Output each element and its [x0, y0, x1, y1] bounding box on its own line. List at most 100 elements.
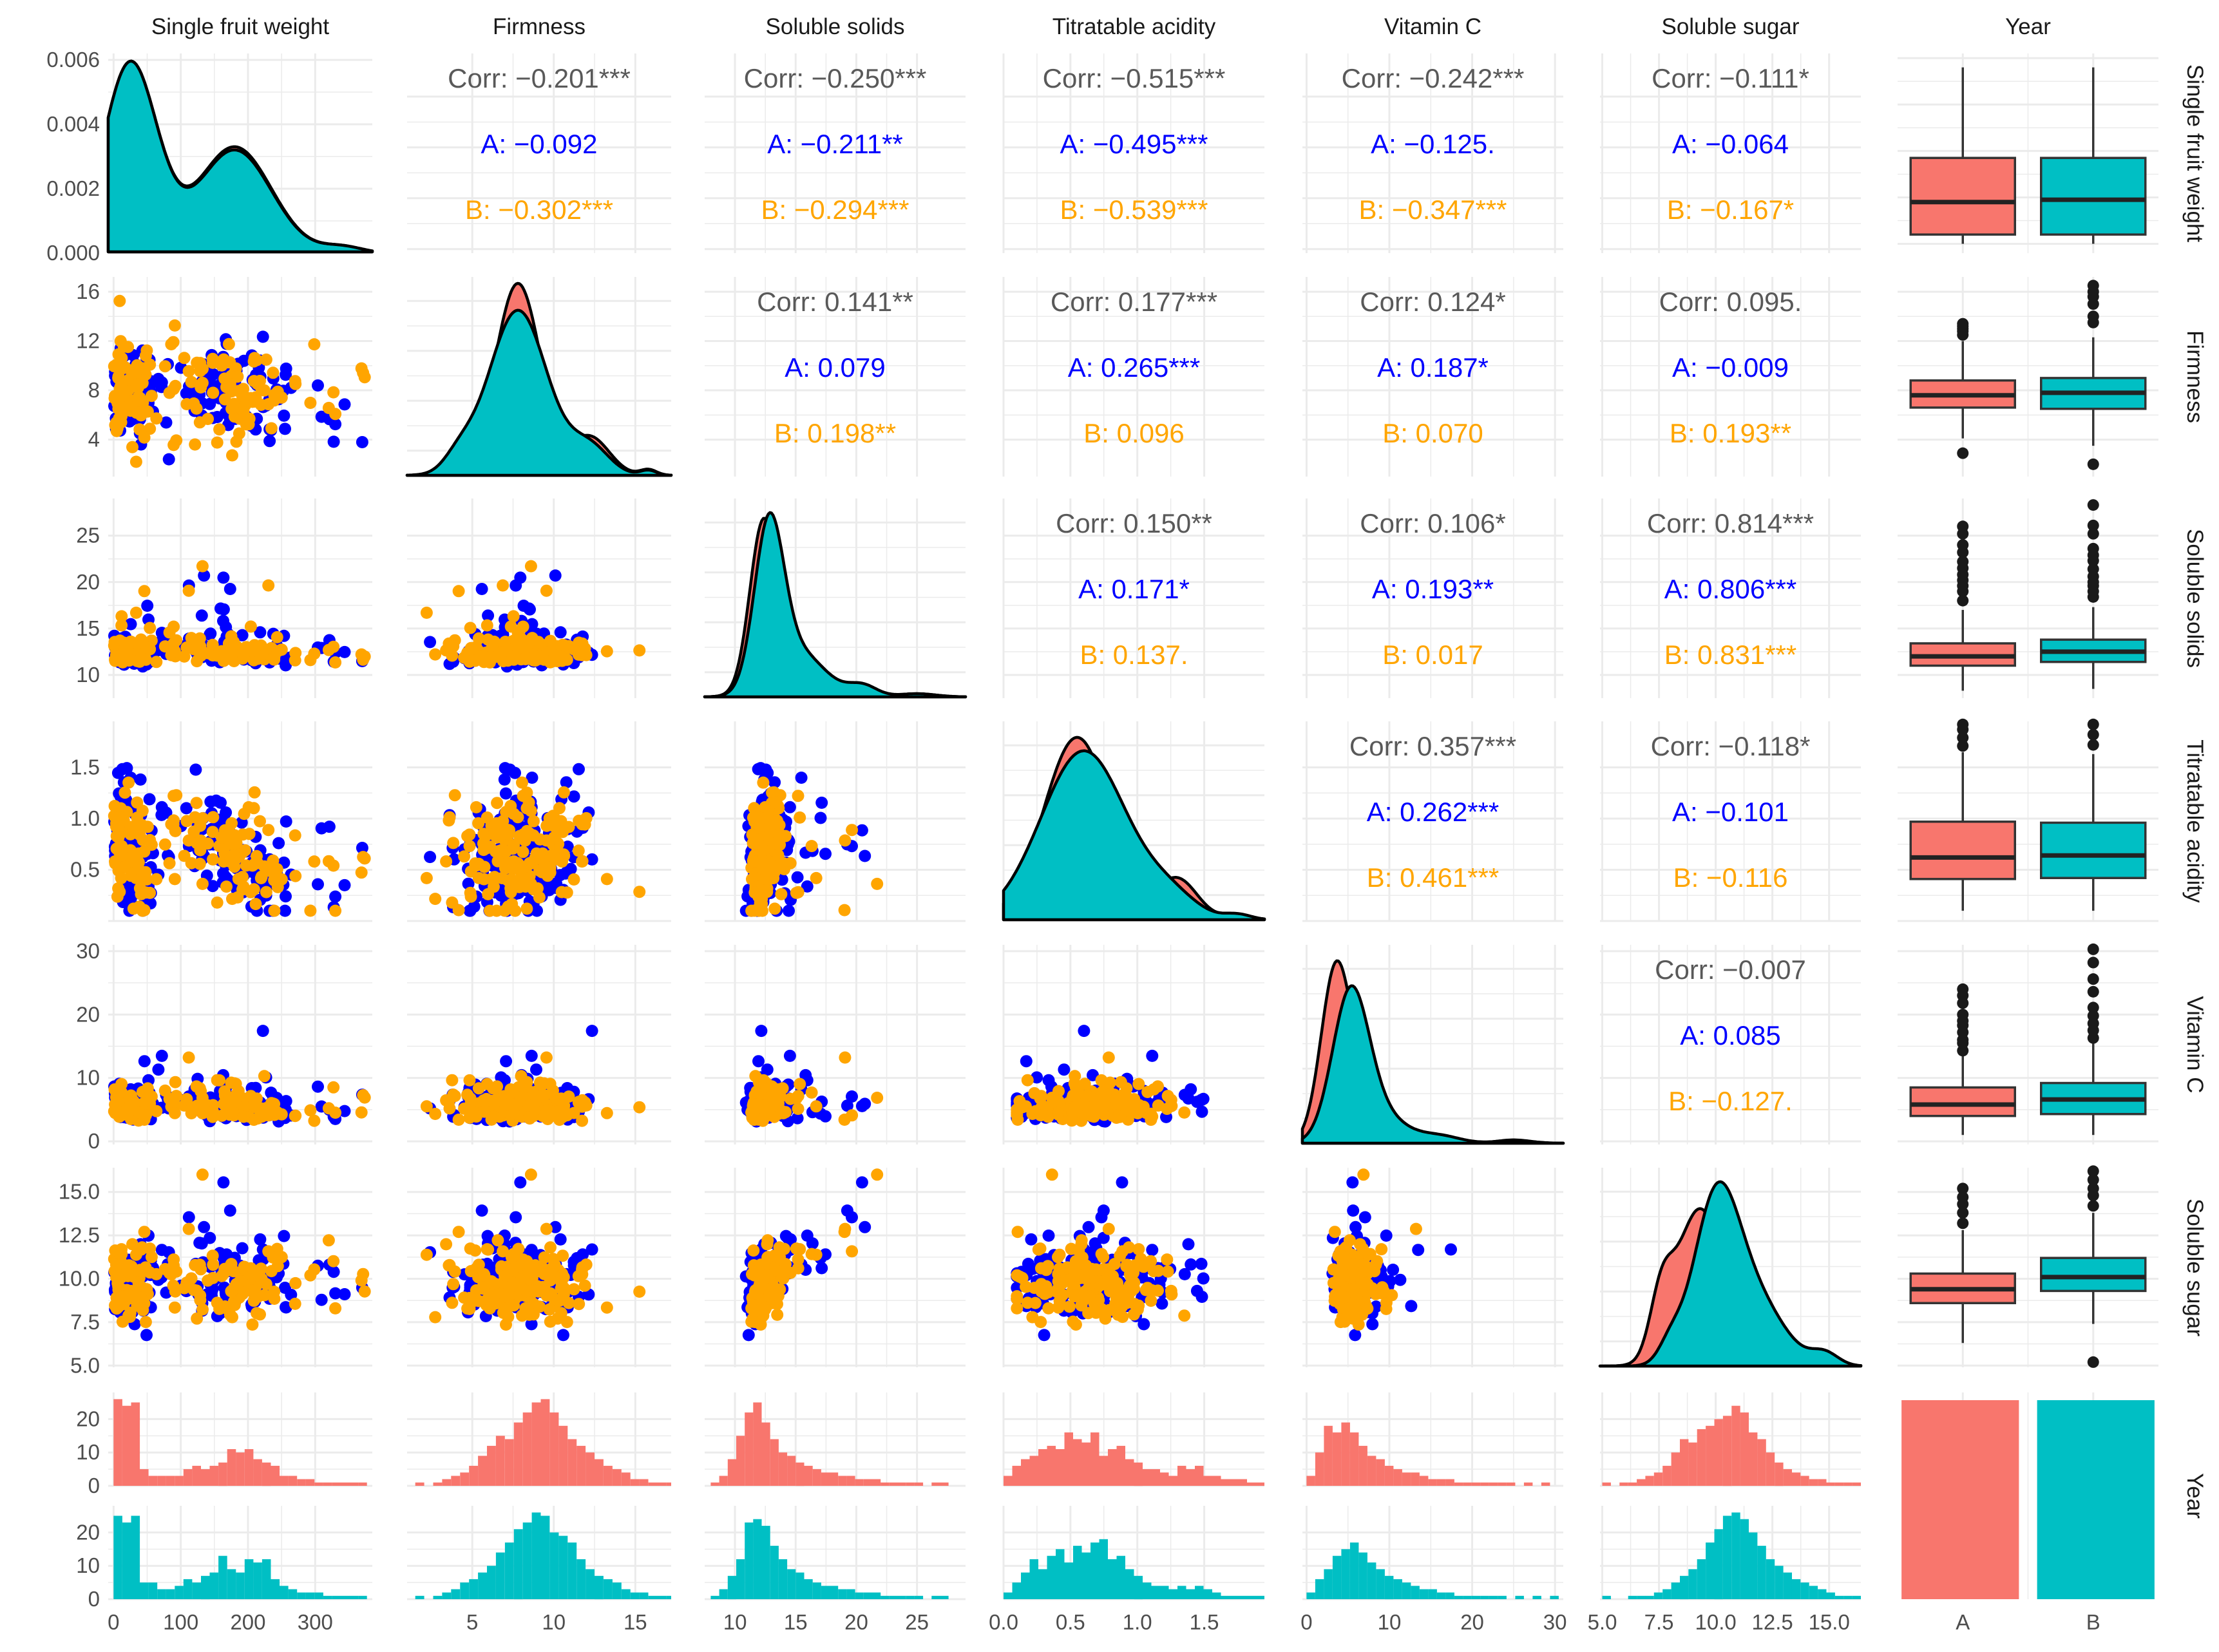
- scatter-point-B: [772, 828, 785, 840]
- panel-grid: [407, 53, 671, 253]
- scatter-point-B: [497, 579, 510, 592]
- scatter-point-B: [185, 632, 198, 645]
- scatter-point-B: [557, 1288, 570, 1301]
- scatter-point-B: [790, 1092, 803, 1105]
- scatter-point-B: [213, 423, 226, 436]
- scatter-point-A: [265, 1087, 278, 1099]
- scatter-point-A: [195, 609, 208, 622]
- scatter-point-A: [783, 801, 796, 813]
- scatter-point-B: [748, 855, 761, 868]
- scatter-point-B: [507, 840, 520, 853]
- scatter-point-A: [214, 602, 227, 615]
- scatter-point-B: [329, 408, 342, 421]
- scatter-point-B: [768, 902, 781, 915]
- scatter-point-B: [196, 1303, 209, 1316]
- scatter-point-B: [260, 886, 272, 898]
- scatter-point-A: [530, 1063, 542, 1076]
- scatter-point-B: [168, 1106, 181, 1119]
- scatter-point-B: [748, 1098, 761, 1111]
- scatter-point-B: [792, 1253, 805, 1266]
- scatter-point-B: [132, 856, 145, 869]
- scatter-point-B: [169, 1285, 182, 1298]
- scatter-point-B: [560, 653, 573, 666]
- scatter-point-B: [358, 1285, 371, 1298]
- scatter-point-B: [560, 886, 573, 899]
- scatter-point-A: [846, 1090, 858, 1103]
- scatter-point-B: [1075, 1098, 1088, 1111]
- scatter-point-B: [267, 854, 280, 867]
- scatter-point-B: [805, 840, 818, 853]
- density-curve-B: [1002, 749, 1266, 922]
- scatter-point-A: [124, 618, 137, 631]
- scatter-point-B: [447, 837, 460, 850]
- scatter-point-B: [167, 1259, 180, 1272]
- scatter-point-B: [1102, 1051, 1115, 1064]
- scatter-point-B: [520, 1284, 533, 1297]
- scatter-point-B: [481, 811, 493, 824]
- scatter-point-B: [484, 904, 496, 917]
- scatter-point-B: [226, 449, 238, 462]
- scatter-point-B: [167, 439, 180, 451]
- scatter-point-B: [167, 1096, 180, 1108]
- scatter-point-B: [458, 850, 471, 863]
- scatter-point-A: [783, 1049, 796, 1062]
- scatter-point-B: [463, 828, 476, 841]
- scatter-point-B: [523, 1308, 536, 1321]
- scatter-point-B: [289, 829, 301, 842]
- scatter-point-B: [478, 860, 491, 873]
- scatter-point-B: [447, 640, 460, 652]
- scatter-point-B: [544, 861, 557, 874]
- scatter-point-A: [791, 871, 804, 884]
- scatter-point-A: [517, 600, 530, 612]
- scatter-point-B: [747, 1244, 760, 1257]
- scatter-point-B: [133, 423, 146, 436]
- scatter-point-B: [206, 1110, 219, 1123]
- scatter-point-B: [207, 1271, 219, 1284]
- scatter-point-B: [522, 796, 535, 809]
- scatter-point-A: [138, 1055, 151, 1068]
- scatter-point-A: [280, 1095, 292, 1108]
- scatter-points: [420, 762, 646, 917]
- scatter-point-B: [251, 1307, 263, 1320]
- scatter-point-B: [163, 857, 176, 869]
- scatter-point-B: [440, 1238, 453, 1251]
- scatter-point-B: [185, 1107, 198, 1119]
- scatter-point-B: [491, 797, 504, 810]
- scatter-point-B: [580, 812, 593, 824]
- scatter-point-B: [488, 880, 500, 893]
- correlation-panel: [1004, 498, 1264, 698]
- scatter-point-A: [806, 1237, 819, 1250]
- scatter-point-A: [254, 1233, 267, 1246]
- scatter-point-B: [452, 585, 465, 598]
- scatter-point-B: [124, 404, 137, 417]
- scatter-point-A: [315, 410, 328, 423]
- scatter-point-A: [198, 569, 211, 582]
- scatter-point-B: [533, 1076, 546, 1089]
- correlation-panel: [1004, 53, 1264, 253]
- scatter-point-B: [759, 1301, 772, 1314]
- scatter-point-A: [210, 794, 223, 807]
- scatter-point-B: [227, 1265, 240, 1278]
- scatter-point-B: [477, 837, 490, 850]
- scatter-point-A: [1182, 1092, 1195, 1105]
- scatter-point-A: [514, 1176, 527, 1189]
- scatter-point-B: [168, 645, 181, 658]
- scatter-point-A: [198, 1220, 211, 1233]
- scatter-point-B: [1132, 1099, 1144, 1112]
- scatter-point-A: [155, 1049, 168, 1062]
- scatter-point-B: [329, 904, 342, 917]
- scatter-point-B: [481, 619, 493, 632]
- scatter-point-B: [357, 366, 370, 379]
- scatter-point-B: [472, 1258, 485, 1271]
- scatter-point-B: [470, 801, 482, 813]
- scatter-point-B: [224, 636, 236, 649]
- scatter-point-A: [217, 867, 229, 880]
- scatter-point-A: [263, 435, 276, 448]
- scatter-point-A: [220, 621, 233, 634]
- scatter-point-B: [469, 1244, 482, 1257]
- scatter-point-A: [272, 837, 285, 850]
- scatter-point-A: [279, 904, 291, 917]
- scatter-point-B: [109, 653, 121, 666]
- scatter-point-A: [206, 880, 219, 893]
- scatter-point-B: [119, 786, 131, 799]
